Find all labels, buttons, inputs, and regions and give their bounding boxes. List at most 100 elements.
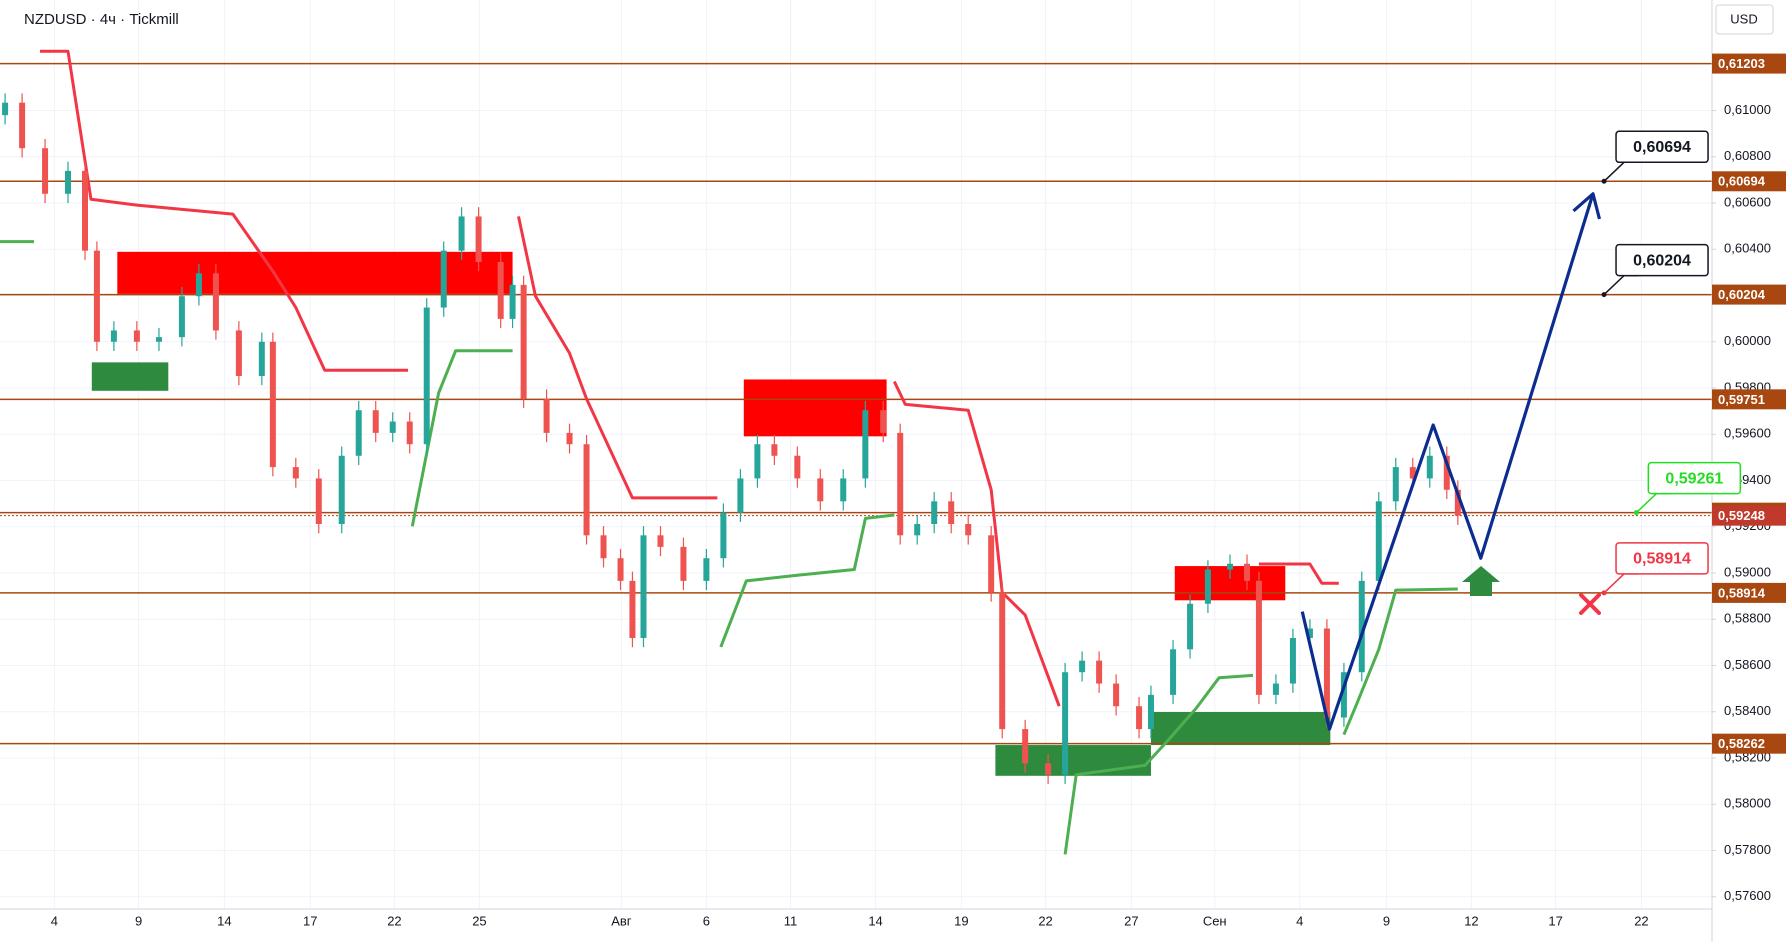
callout-anchor [1601,178,1607,184]
candle-body [880,410,887,433]
callout-anchor [1601,590,1607,596]
candle-body [497,261,504,319]
candle-body [110,330,117,342]
y-tick-label: 0,57800 [1724,842,1771,857]
candle-body [389,421,396,433]
candle-body [315,478,322,524]
forecast-line [1300,193,1595,731]
x-tick-label: 22 [1038,913,1052,928]
candle-body [19,102,26,149]
x-tick-label: 12 [1464,913,1478,928]
candle-body [1096,660,1103,684]
y-tick-label: 0,58800 [1724,611,1771,626]
candle-body [423,307,430,445]
currency-label[interactable]: USD [1730,11,1757,26]
candle-body [1204,569,1211,604]
candle-body [269,341,276,468]
candle-body [629,580,636,638]
price-badge-label: 0,58262 [1718,736,1765,751]
candle-body [657,535,664,547]
price-badge [1712,284,1786,305]
candle-body [794,455,801,479]
candle-body [1454,489,1461,516]
callout-box [1647,461,1742,495]
candle-body [862,410,869,479]
x-tick-label: 27 [1124,913,1138,928]
x-tick-label: 6 [703,913,710,928]
x-tick-label: 22 [1634,913,1648,928]
candle-body [703,558,710,581]
price-badge [1712,505,1786,526]
x-tick-label: Сен [1203,913,1227,928]
x-tick-label: 22 [387,913,401,928]
callout-box [1615,130,1709,164]
candle-body [1147,694,1154,730]
zone [995,745,1151,776]
candle-body [65,170,72,194]
candle-body [133,330,140,342]
candle-body [1358,580,1365,673]
x-tick-label: 9 [1383,913,1390,928]
candle-body [754,444,761,479]
callout-label: 0,60204 [1633,252,1691,269]
candle-body [1170,649,1177,695]
price-badge-label: 0,61203 [1718,56,1765,71]
candle-body [1255,580,1262,695]
currency-button[interactable] [1715,4,1774,35]
callout-anchor [1601,292,1607,298]
candle-body [155,337,162,342]
zone [1150,711,1331,746]
candle-body [2,102,9,116]
y-tick-label: 0,59000 [1724,564,1771,579]
price-badge-label: 0,59248 [1718,508,1765,523]
cross-marker [1579,593,1601,615]
x-tick-label: 14 [217,913,231,928]
candle-body [948,501,955,524]
candle-body [1187,603,1194,650]
candle-body [965,523,972,536]
price-badge-label: 0,59751 [1718,392,1765,407]
price-badge [1712,171,1786,192]
price-badge-label: 0,58914 [1718,585,1766,600]
chart-title: NZDUSD · 4ч · Tickmill [24,11,179,28]
candle-body [338,455,345,524]
trend-line [0,240,1458,855]
y-tick-label: 0,60400 [1724,241,1771,256]
zone [117,251,513,294]
x-tick-label: 4 [51,913,58,928]
candle-body [475,216,482,262]
y-tick-label: 0,58600 [1724,657,1771,672]
candle-body [1306,628,1313,638]
y-tick-label: 0,57600 [1724,888,1771,903]
y-tick-label: 0,60600 [1724,194,1771,209]
candle-body [42,148,49,194]
candle-body [1045,763,1052,775]
candle-body [680,546,687,581]
candle-body [999,592,1006,730]
up-arrow [1462,566,1500,596]
candle-body [771,444,778,456]
candle-body [1375,501,1382,581]
y-tick-label: 0,58000 [1724,796,1771,811]
candle-body [840,478,847,502]
candle-body [372,410,379,433]
candle-body [1409,467,1416,479]
candle-body [1340,672,1347,718]
callout-anchor [1633,510,1639,516]
candle-body [458,216,465,251]
y-tick-label: 0,61000 [1724,102,1771,117]
y-tick-label: 0,58400 [1724,703,1771,718]
plot-area [0,0,1712,909]
candle-body [406,421,413,445]
zone [91,362,169,391]
candle-body [355,410,362,456]
candle-body [897,432,904,536]
candle-body [817,478,824,502]
candle-body [600,535,607,559]
x-tick-label: 9 [135,913,142,928]
candle-body [1323,628,1330,718]
candle-body [988,535,995,593]
candle-body [509,284,516,319]
